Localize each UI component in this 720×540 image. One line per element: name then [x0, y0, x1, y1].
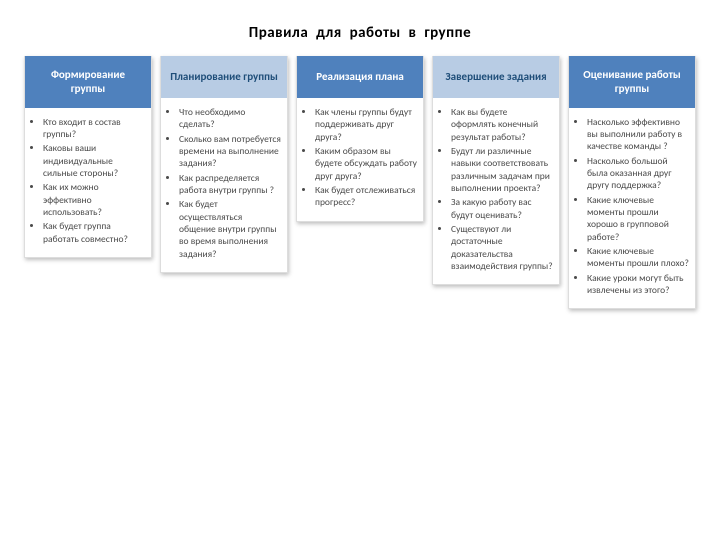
- card-realization-header: Реализация плана: [297, 56, 423, 98]
- list-item: Существуют ли достаточные доказательства…: [451, 223, 553, 272]
- list-item: Насколько большой была оказанная друг др…: [587, 155, 689, 192]
- card-evaluation-body: Насколько эффективно вы выполнили работу…: [569, 108, 695, 309]
- list-item: Какие ключевые моменты прошли хорошо в г…: [587, 194, 689, 243]
- card-planning: Планирование группы Что необходимо сдела…: [160, 56, 288, 273]
- list-item: Как распределяется работа внутри группы …: [179, 172, 281, 197]
- card-realization-list: Как члены группы будут поддерживать друг…: [303, 106, 417, 209]
- card-evaluation-header: Оценивание работы группы: [569, 56, 695, 108]
- list-item: Как будет группа работать совместно?: [43, 220, 145, 245]
- card-completion-body: Как вы будете оформлять конечный результ…: [433, 98, 559, 284]
- card-evaluation: Оценивание работы группы Насколько эффек…: [568, 56, 696, 309]
- list-item: За какую работу вас будут оценивать?: [451, 196, 553, 221]
- list-item: Как члены группы будут поддерживать друг…: [315, 106, 417, 143]
- list-item: Каким образом вы будете обсуждать работу…: [315, 145, 417, 182]
- card-realization-body: Как члены группы будут поддерживать друг…: [297, 98, 423, 221]
- list-item: Насколько эффективно вы выполнили работу…: [587, 116, 689, 153]
- card-planning-body: Что необходимо сделать? Сколько вам потр…: [161, 98, 287, 272]
- list-item: Что необходимо сделать?: [179, 106, 281, 131]
- page: Правила для работы в группе Формирование…: [0, 0, 720, 540]
- list-item: Каковы ваши индивидуальные сильные сторо…: [43, 142, 145, 179]
- list-item: Какие уроки могут быть извлечены из этог…: [587, 272, 689, 297]
- card-formation-body: Кто входит в состав группы? Каковы ваши …: [25, 108, 151, 257]
- list-item: Будут ли различные навыки соответствоват…: [451, 145, 553, 194]
- card-evaluation-list: Насколько эффективно вы выполнили работу…: [575, 116, 689, 297]
- card-completion-list: Как вы будете оформлять конечный результ…: [439, 106, 553, 272]
- card-completion-header: Завершение задания: [433, 56, 559, 98]
- card-planning-list: Что необходимо сделать? Сколько вам потр…: [167, 106, 281, 260]
- card-planning-header: Планирование группы: [161, 56, 287, 98]
- list-item: Как будет осуществляться общение внутри …: [179, 198, 281, 260]
- list-item: Кто входит в состав группы?: [43, 116, 145, 141]
- columns-container: Формирование группы Кто входит в состав …: [20, 56, 700, 309]
- card-formation-header: Формирование группы: [25, 56, 151, 108]
- card-formation-list: Кто входит в состав группы? Каковы ваши …: [31, 116, 145, 245]
- list-item: Сколько вам потребуется времени на выпол…: [179, 133, 281, 170]
- page-title: Правила для работы в группе: [20, 24, 700, 42]
- card-realization: Реализация плана Как члены группы будут …: [296, 56, 424, 222]
- list-item: Какие ключевые моменты прошли плохо?: [587, 245, 689, 270]
- list-item: Как их можно эффективно использовать?: [43, 181, 145, 218]
- list-item: Как будет отслеживаться прогресс?: [315, 184, 417, 209]
- list-item: Как вы будете оформлять конечный результ…: [451, 106, 553, 143]
- card-formation: Формирование группы Кто входит в состав …: [24, 56, 152, 258]
- card-completion: Завершение задания Как вы будете оформля…: [432, 56, 560, 285]
